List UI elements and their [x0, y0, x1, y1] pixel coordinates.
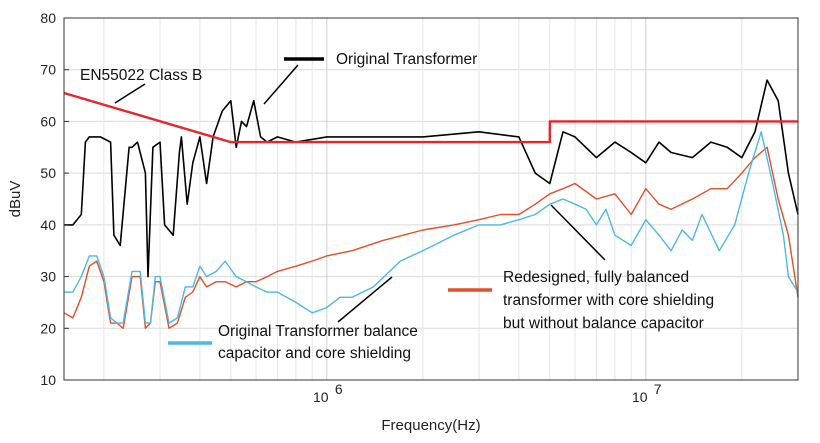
- annotation-original: Original Transformer: [336, 51, 477, 68]
- annotation-limit-pointer: [114, 83, 146, 104]
- series-line-3: [63, 146, 799, 329]
- annotation-redesigned-pointer: [550, 204, 606, 261]
- annotation-limit: EN55022 Class B: [80, 67, 202, 84]
- annotation-redesigned-line1: Redesigned, fully balanced: [503, 269, 689, 286]
- series-line-1: [64, 79, 799, 278]
- x-tick-labels: 10 6 10 7: [313, 381, 662, 405]
- x-tick-exponent: 6: [335, 381, 343, 397]
- annotation-balanced-line1: Original Transformer balance: [218, 323, 418, 340]
- y-axis-label: dBuV: [7, 181, 24, 218]
- y-tick-label: 80: [40, 10, 56, 26]
- annotation-redesigned-line3: but without balance capacitor: [503, 315, 704, 332]
- annotation-balanced-line2: capacitor and core shielding: [218, 345, 411, 362]
- plot-frame: [63, 17, 799, 381]
- annotation-redesigned-line2: transformer with core shielding: [503, 292, 714, 309]
- y-tick-label: 20: [40, 320, 56, 336]
- annotation-original-pointer: [263, 64, 299, 105]
- series-line-0: [63, 91, 798, 144]
- annotations: EN55022 Class B Original Transformer Ori…: [80, 51, 714, 362]
- x-tick-exponent: 7: [654, 381, 662, 397]
- series-line-2: [64, 131, 799, 324]
- y-tick-label: 50: [40, 165, 56, 181]
- x-axis-label: Frequency(Hz): [381, 417, 480, 434]
- y-tick-label: 10: [40, 372, 56, 388]
- y-tick-label: 40: [40, 217, 56, 233]
- x-tick-label: 10: [632, 389, 648, 405]
- y-tick-label: 60: [40, 113, 56, 129]
- y-tick-label: 30: [40, 269, 56, 285]
- annotation-balanced-pointer: [337, 276, 393, 323]
- series-layer: [63, 79, 799, 329]
- x-tick-label: 10: [313, 389, 329, 405]
- y-tick-label: 70: [40, 62, 56, 78]
- y-tick-labels: 10 20 30 40 50 60 70 80: [40, 10, 69, 388]
